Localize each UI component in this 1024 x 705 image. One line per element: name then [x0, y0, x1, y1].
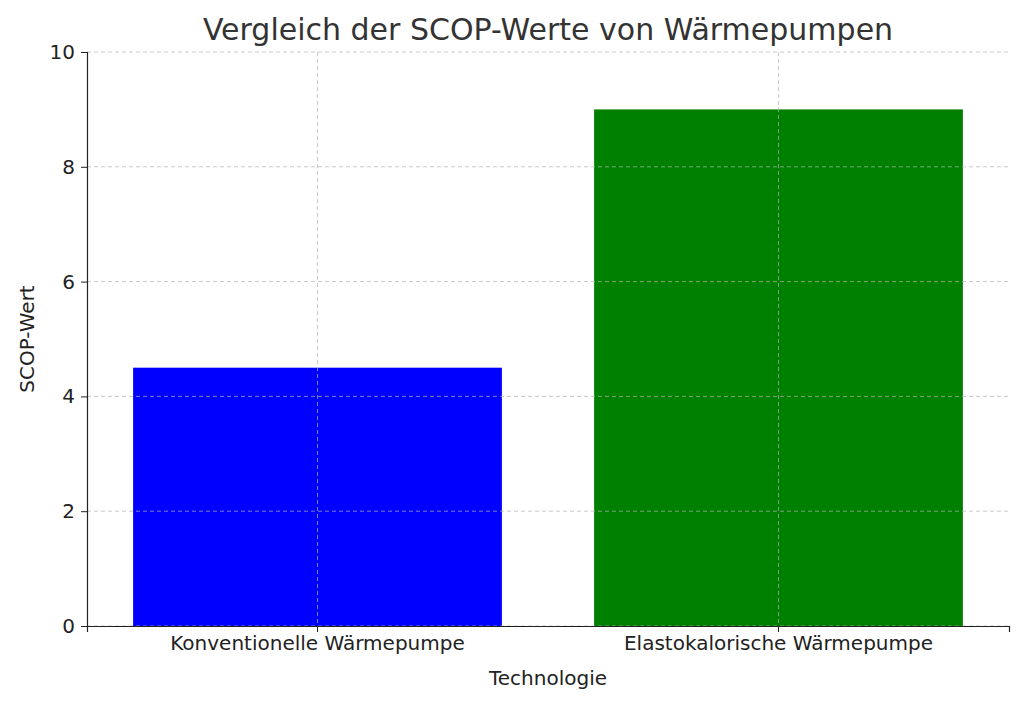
x-tick-label: Konventionelle Wärmepumpe [170, 631, 465, 655]
grid-line-y [87, 281, 1009, 282]
grid-line-y [87, 166, 1009, 167]
y-tick: 2 [62, 499, 87, 523]
y-tick: 0 [62, 614, 87, 638]
bars [133, 109, 963, 626]
y-tick-label: 0 [62, 614, 75, 638]
y-tick: 10 [50, 40, 87, 64]
y-tick-label: 8 [62, 155, 75, 179]
y-tick-mark [81, 396, 87, 397]
y-tick-mark [81, 52, 87, 53]
grid-line-x [778, 52, 779, 626]
x-tick: Elastokalorische Wärmepumpe [624, 626, 933, 655]
y-tick-mark [81, 282, 87, 283]
x-tick-label: Elastokalorische Wärmepumpe [624, 631, 933, 655]
chart: 0 2 4 6 8 10 Konventionelle Wärmepumpe Elastoka… [0, 0, 1024, 705]
y-tick: 8 [62, 155, 87, 179]
y-axis: 0 2 4 6 8 10 [50, 40, 88, 638]
y-tick-label: 6 [62, 270, 75, 294]
y-tick-mark [81, 626, 87, 627]
y-tick: 4 [62, 384, 87, 408]
y-tick-mark [81, 167, 87, 168]
grid [87, 52, 1009, 626]
y-tick-label: 2 [62, 499, 75, 523]
y-tick-mark [81, 511, 87, 512]
title: Vergleich der SCOP-Werte von Wärmepumpen [203, 12, 893, 47]
y-axis-title: SCOP-Wert [15, 285, 39, 393]
y-axis-line [81, 53, 88, 627]
x-axis: Konventionelle Wärmepumpe Elastokalorisch… [88, 626, 1010, 655]
y-tick: 6 [62, 270, 87, 294]
grid-line-x [317, 52, 318, 626]
x-axis-title: Technologie [488, 666, 607, 690]
y-tick-label: 10 [50, 40, 75, 64]
x-tick: Konventionelle Wärmepumpe [170, 626, 465, 655]
grid-line-y [87, 52, 1009, 53]
grid-line-y [87, 511, 1009, 512]
plot: 0 2 4 6 8 10 Konventionelle Wärmepumpe Elastoka… [50, 40, 1010, 655]
y-tick-label: 4 [62, 384, 75, 408]
grid-line-y [87, 396, 1009, 397]
